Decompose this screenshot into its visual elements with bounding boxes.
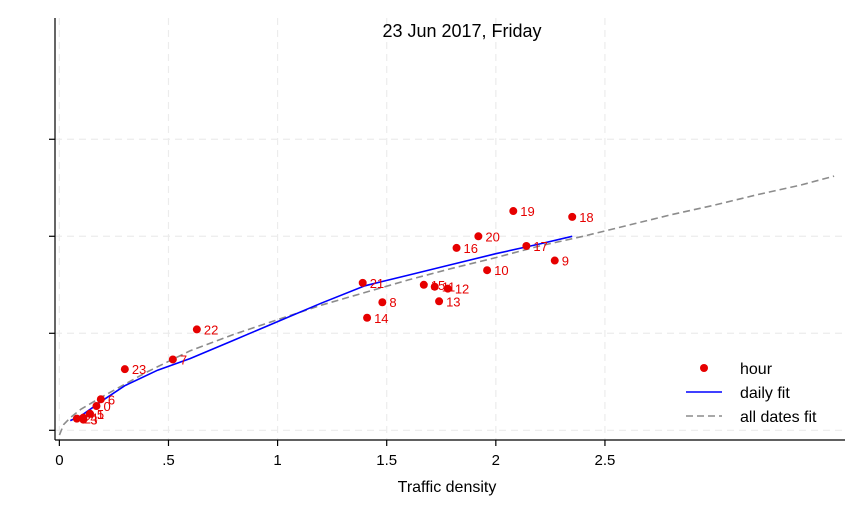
- hour-point: [92, 402, 101, 411]
- hour-label: 12: [455, 282, 469, 297]
- hour-label: 1: [97, 407, 104, 422]
- hour-label: 3: [90, 413, 97, 428]
- hour-point: [72, 414, 81, 423]
- hour-point: [474, 232, 483, 241]
- legend-all-dates-fit-label: all dates fit: [740, 409, 817, 426]
- hour-point: [192, 325, 201, 334]
- x-tick-label: .5: [162, 452, 175, 469]
- legend: hour daily fit all dates fit: [686, 361, 817, 426]
- x-tick-label: 2: [492, 452, 500, 469]
- hour-point: [550, 256, 559, 265]
- hour-point: [509, 207, 518, 216]
- daily-fit-line: [69, 235, 573, 422]
- hour-label: 19: [520, 204, 534, 219]
- axes: 0 .5 1 1.5 2 2.5: [49, 18, 845, 469]
- hour-point: [568, 212, 577, 221]
- hour-point: [419, 280, 428, 289]
- hour-point: [168, 355, 177, 364]
- hour-label: 2: [84, 412, 91, 427]
- hour-point: [363, 313, 372, 322]
- hour-label: 7: [180, 352, 187, 367]
- legend-daily-fit-label: daily fit: [740, 385, 790, 402]
- hour-point: [522, 241, 531, 250]
- hour-point: [430, 282, 439, 291]
- x-axis-title: Traffic density: [398, 479, 497, 496]
- x-tick-label: 2.5: [595, 452, 616, 469]
- hour-label: 8: [389, 295, 396, 310]
- hour-label: 22: [204, 322, 218, 337]
- hour-point: [79, 413, 88, 422]
- hour-label: 4: [90, 411, 97, 426]
- hour-label: 17: [533, 239, 547, 254]
- hour-label: 18: [579, 210, 593, 225]
- x-tick-label: 1.5: [376, 452, 397, 469]
- hour-label: 10: [494, 263, 508, 278]
- legend-hour-label: hour: [740, 361, 773, 378]
- hour-point: [120, 365, 129, 374]
- hour-label: 15: [431, 278, 445, 293]
- hour-point: [483, 266, 492, 275]
- hour-label: 6: [108, 392, 115, 407]
- fit-lines: [58, 175, 835, 436]
- hour-point: [85, 409, 94, 418]
- x-tick-label: 1: [273, 452, 281, 469]
- hour-label: 23: [132, 362, 146, 377]
- hour-point: [378, 298, 387, 307]
- grid: [55, 18, 845, 440]
- hour-label: 21: [370, 276, 384, 291]
- hour-label: 13: [446, 294, 460, 309]
- hour-label: 0: [103, 399, 110, 414]
- hour-point: [358, 278, 367, 287]
- hour-label: 16: [464, 241, 478, 256]
- hour-point: [452, 243, 461, 252]
- data-points: 01234567891011121314151617181920212223: [72, 204, 594, 428]
- hour-point: [435, 297, 444, 306]
- hour-label: 20: [485, 229, 499, 244]
- legend-hour-marker: [700, 364, 708, 372]
- hour-label: 9: [562, 254, 569, 269]
- hour-point: [96, 395, 105, 404]
- x-tick-label: 0: [55, 452, 63, 469]
- hour-point: [443, 284, 452, 293]
- hour-label: 5: [97, 407, 104, 422]
- chart-title: 23 Jun 2017, Friday: [382, 21, 541, 41]
- hour-label: 14: [374, 311, 388, 326]
- all-dates-fit-line: [58, 175, 835, 436]
